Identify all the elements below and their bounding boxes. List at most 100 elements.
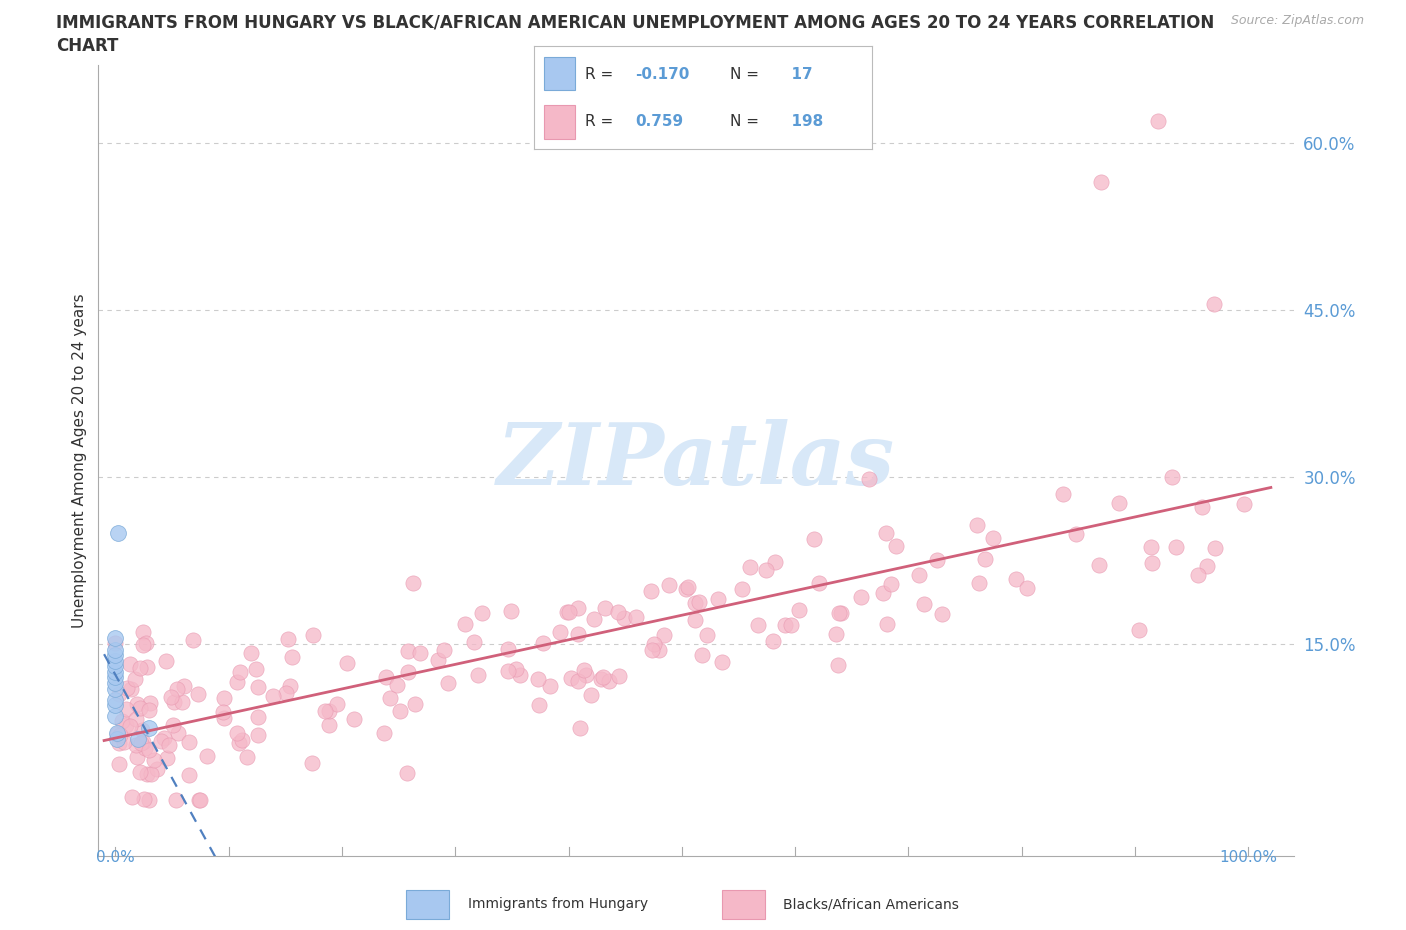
Point [245,661,267,676]
Point [432,643,454,658]
Point [1204,297,1226,312]
Point [496,664,519,679]
Point [141,767,163,782]
FancyBboxPatch shape [544,105,575,139]
Text: 0.0%: 0.0% [96,850,135,865]
Point [773,618,796,633]
Point [884,538,907,553]
FancyBboxPatch shape [406,890,450,919]
Point [281,650,304,665]
Point [880,577,903,591]
Point [1191,499,1213,514]
Point [163,694,186,709]
Point [395,765,418,780]
Point [1187,567,1209,582]
Point [560,671,582,685]
Point [1052,487,1074,502]
Point [104,631,127,646]
Point [396,665,419,680]
Point [685,613,707,628]
Point [120,682,142,697]
Point [105,725,128,740]
Point [231,733,253,748]
Text: 0.759: 0.759 [636,113,683,128]
Point [779,618,801,632]
Point [170,695,193,710]
Point [690,648,713,663]
Point [807,575,830,590]
Text: ZIPatlas: ZIPatlas [496,418,896,502]
Point [125,738,148,753]
Point [827,658,849,672]
Point [108,757,131,772]
Point [907,567,929,582]
Point [1204,540,1226,555]
Point [104,648,127,663]
Point [607,604,630,619]
Point [967,576,990,591]
Point [499,604,522,618]
Point [278,679,301,694]
Point [1066,526,1088,541]
Point [1146,113,1168,128]
Point [138,720,160,735]
Point [135,659,157,674]
Point [527,698,550,712]
Point [567,627,589,642]
Point [226,726,249,741]
Point [763,555,786,570]
Point [262,689,284,704]
Point [427,653,450,668]
Point [824,627,846,642]
Point [1161,470,1184,485]
Point [104,636,127,651]
Point [747,618,769,633]
Point [135,635,157,650]
Text: 100.0%: 100.0% [1219,850,1277,865]
Point [107,686,129,701]
Point [787,603,810,618]
Text: IMMIGRANTS FROM HUNGARY VS BLACK/AFRICAN AMERICAN UNEMPLOYMENT AMONG AGES 20 TO : IMMIGRANTS FROM HUNGARY VS BLACK/AFRICAN… [56,14,1215,32]
Point [179,735,201,750]
Point [187,686,209,701]
Point [538,678,561,693]
Point [165,792,187,807]
Point [104,643,127,658]
Point [167,725,190,740]
Point [160,689,183,704]
Text: R =: R = [585,113,613,128]
Point [228,736,250,751]
Point [1108,495,1130,510]
Point [118,718,141,733]
Point [1090,175,1112,190]
Point [593,601,616,616]
Point [117,681,139,696]
Point [1164,540,1187,555]
Point [111,714,134,729]
Point [1128,623,1150,638]
Point [731,581,754,596]
Point [966,518,988,533]
Point [648,642,671,657]
Point [696,628,718,643]
Point [326,696,349,711]
Point [688,594,710,609]
Point [505,662,527,677]
Point [228,665,250,680]
Point [128,764,150,779]
Point [912,597,935,612]
Point [598,674,620,689]
Text: 198: 198 [780,113,823,128]
Point [624,609,647,624]
Point [277,631,299,646]
Point [214,690,236,705]
Point [981,531,1004,546]
Point [567,673,589,688]
Y-axis label: Unemployment Among Ages 20 to 24 years: Unemployment Among Ages 20 to 24 years [72,293,87,628]
Point [104,664,127,679]
Point [467,668,489,683]
Point [531,636,554,651]
Point [1142,556,1164,571]
Point [318,703,340,718]
Point [567,601,589,616]
